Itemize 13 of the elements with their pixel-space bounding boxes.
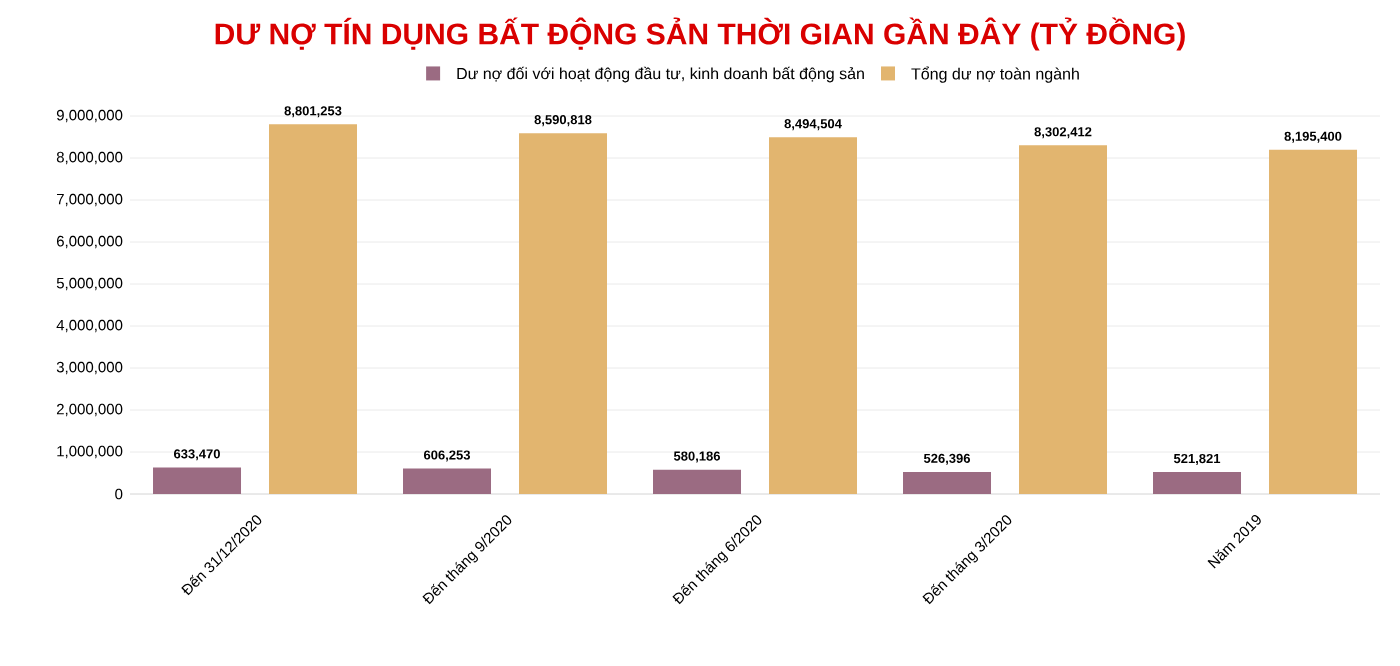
bar <box>1269 149 1358 494</box>
bar <box>519 133 608 494</box>
bar <box>153 467 242 494</box>
bar <box>1153 472 1242 494</box>
bar <box>653 469 742 494</box>
bar <box>403 468 492 494</box>
bar <box>1019 145 1108 494</box>
legend-label: Dư nợ đối với hoạt động đầu tư, kinh doanh bất động sản <box>457 66 864 83</box>
legend-label: Tổng dư nợ toàn ngành <box>911 66 1079 83</box>
bar <box>903 471 992 494</box>
bar <box>769 137 858 494</box>
chart-title: DƯ NỢ TÍN DỤNG BẤT ĐỘNG SẢN THỜI GIAN GẦN ĐÂY (TỶ ĐỒNG) <box>215 17 1185 51</box>
bar <box>269 124 358 494</box>
